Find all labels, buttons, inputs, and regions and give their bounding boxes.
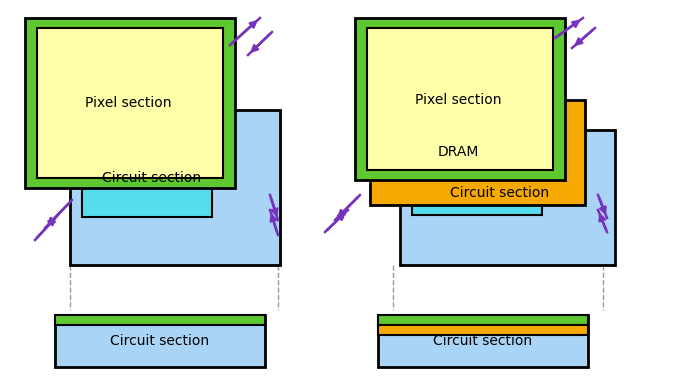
Bar: [355, 18, 565, 180]
Text: Circuit section: Circuit section: [433, 334, 532, 348]
Bar: [367, 28, 553, 170]
Bar: [25, 18, 235, 188]
Bar: [378, 315, 588, 367]
Bar: [55, 315, 265, 367]
Text: Circuit section: Circuit section: [103, 171, 201, 185]
Bar: [37, 28, 223, 178]
Text: Pixel section: Pixel section: [85, 96, 171, 110]
Bar: [378, 325, 588, 335]
Bar: [82, 122, 212, 217]
Bar: [370, 100, 585, 205]
Text: Pixel section: Pixel section: [415, 93, 501, 107]
Text: Circuit section: Circuit section: [450, 186, 549, 200]
Text: Circuit section: Circuit section: [110, 334, 209, 348]
Bar: [400, 130, 615, 265]
Bar: [55, 315, 265, 325]
Text: DRAM: DRAM: [437, 145, 479, 159]
Bar: [70, 110, 280, 265]
Bar: [412, 143, 542, 215]
Bar: [378, 315, 588, 325]
